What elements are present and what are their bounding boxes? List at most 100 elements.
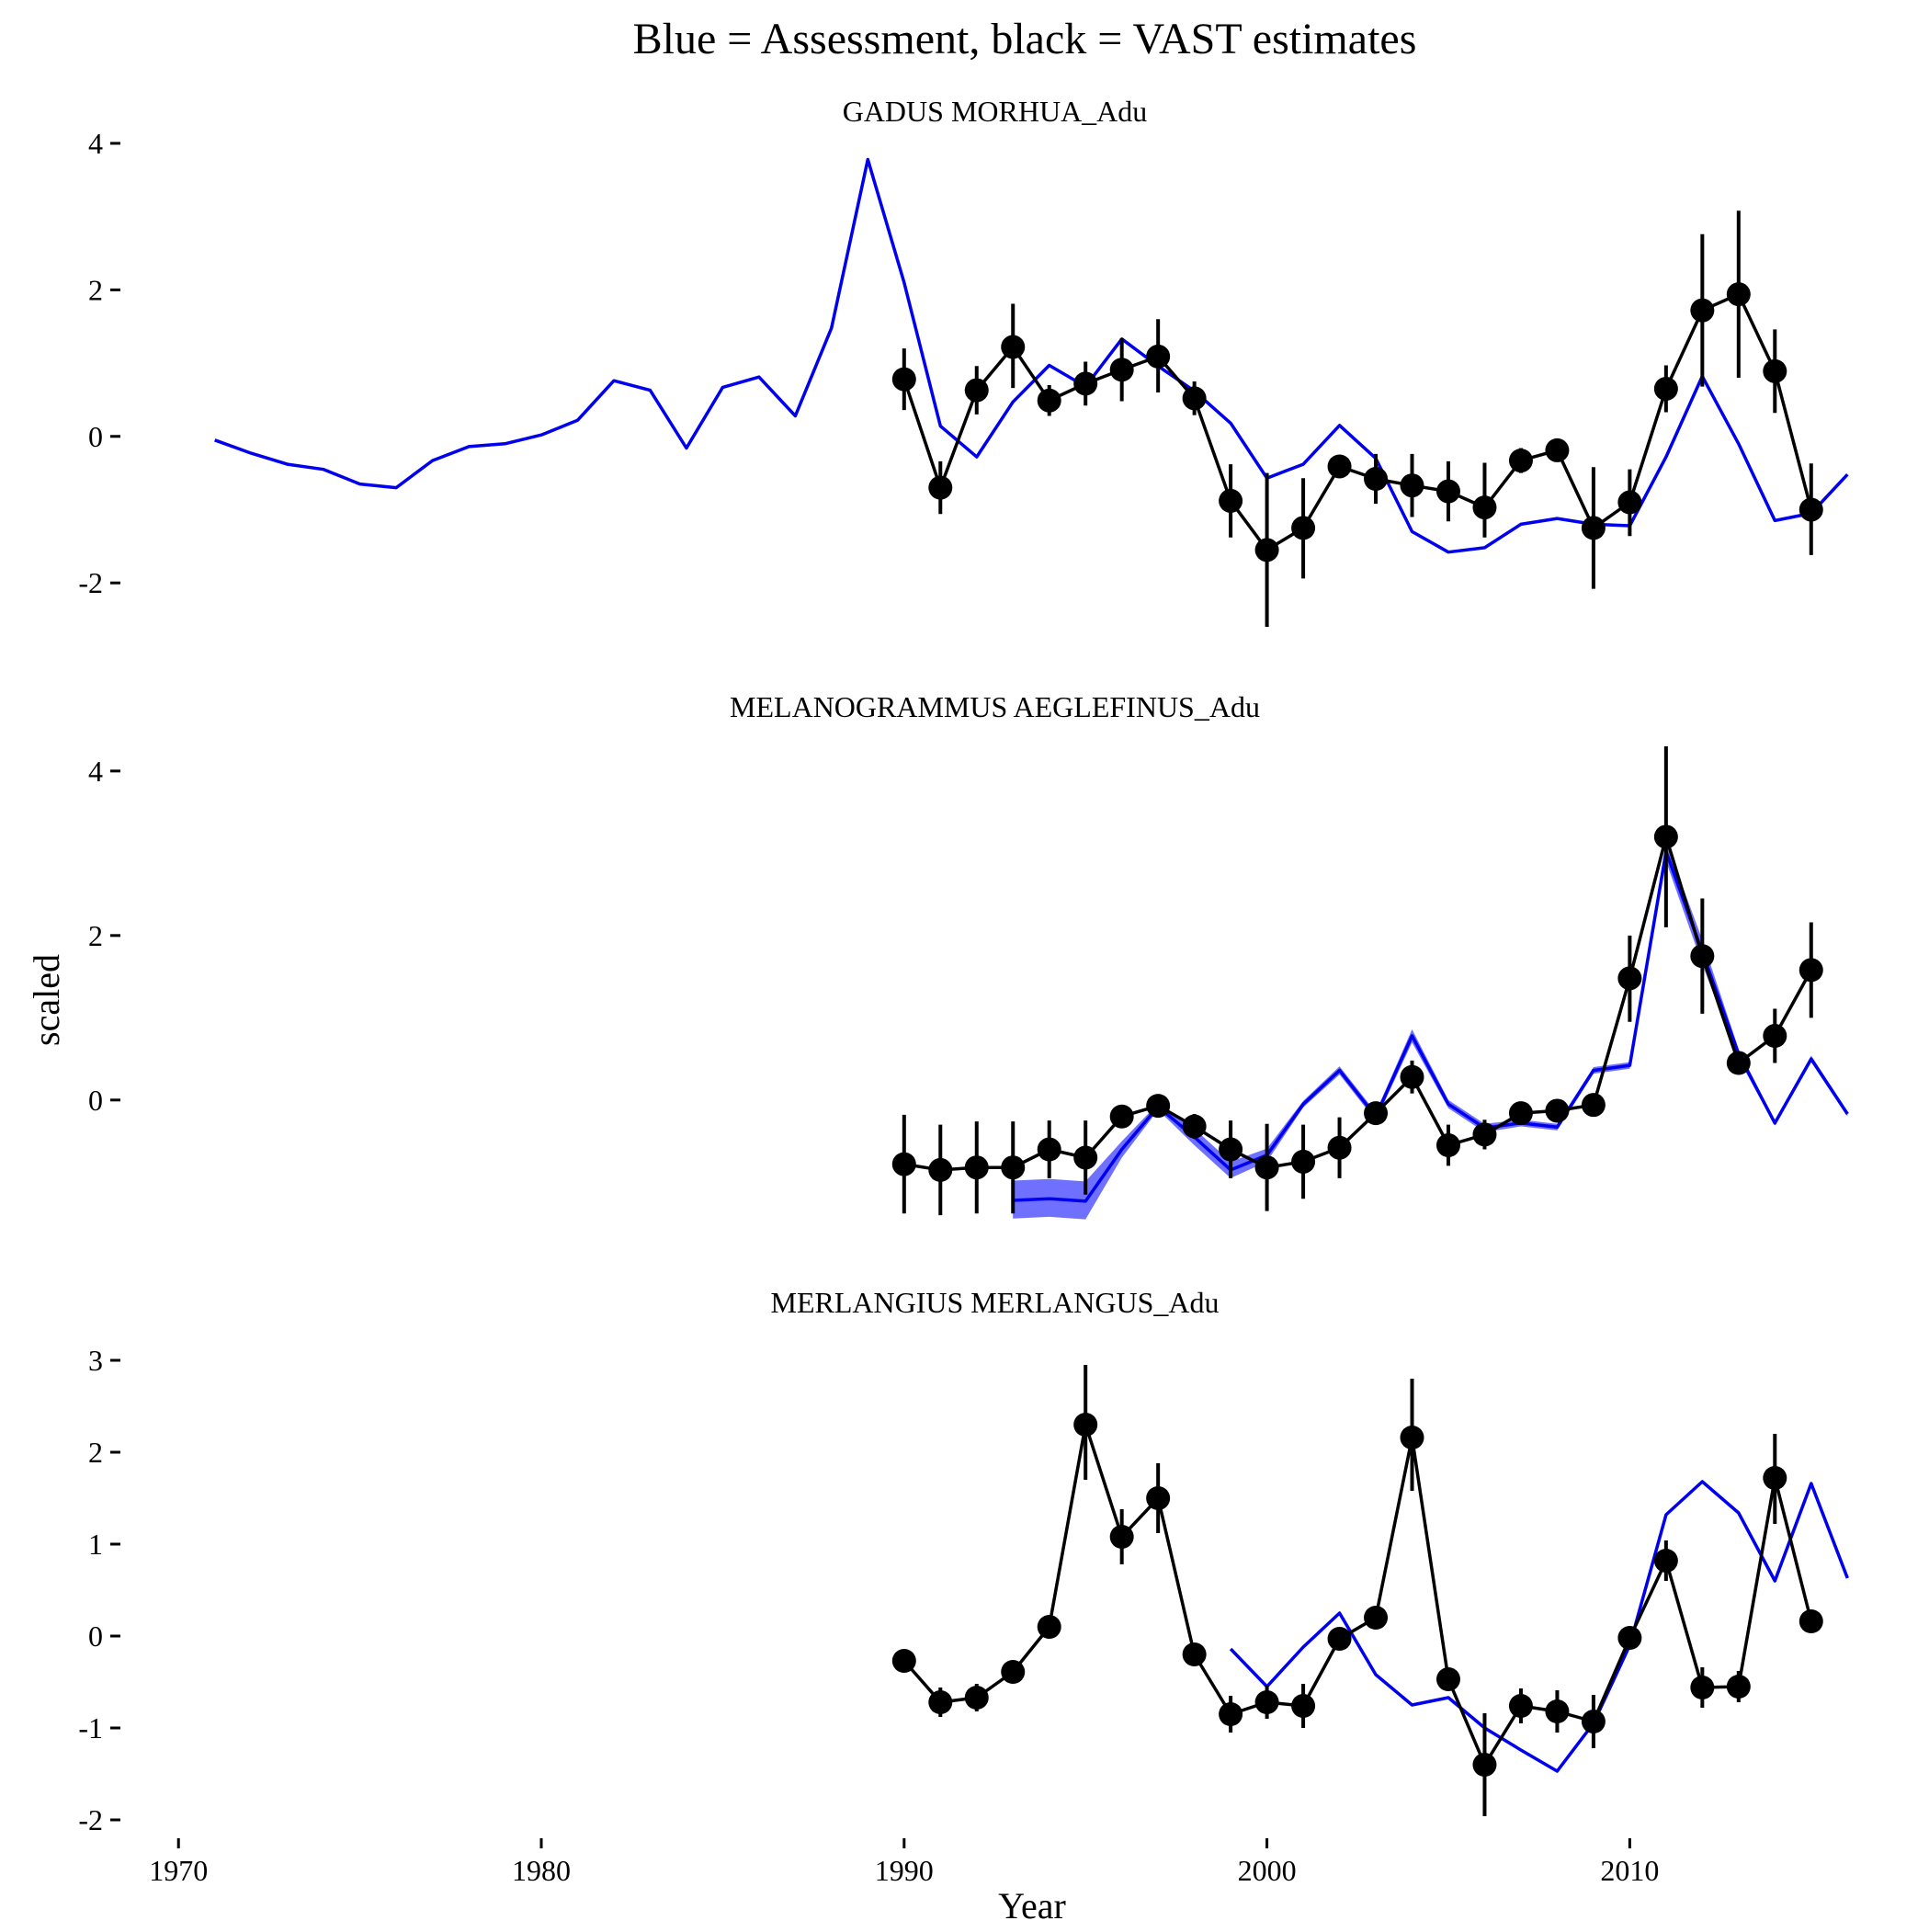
vast-point: [1617, 966, 1642, 991]
vast-point: [1763, 1466, 1787, 1490]
assessment-line: [1229, 1480, 1849, 1773]
vast-point: [1327, 1135, 1352, 1160]
vast-point: [964, 1686, 989, 1710]
vast-point: [1763, 1024, 1787, 1049]
vast-point: [1327, 1627, 1352, 1651]
assessment-line: [214, 157, 1849, 554]
y-tick-label: 2: [88, 1436, 103, 1469]
assessment-series: [1229, 1480, 1849, 1773]
vast-point: [1364, 1606, 1389, 1630]
y-tick-label: 0: [88, 1084, 103, 1117]
vast-point: [1799, 1609, 1823, 1633]
vast-point: [1146, 344, 1171, 369]
vast-point: [1435, 1133, 1460, 1158]
assessment-series: [1013, 841, 1849, 1220]
vast-point: [1146, 1486, 1171, 1510]
x-tick-label: 2010: [1600, 1854, 1659, 1887]
vast-point: [928, 1690, 953, 1714]
vast-point: [1400, 1426, 1424, 1449]
panel-2: MELANOGRAMMUS AEGLEFINUS_Adu 0 2 4: [88, 690, 1849, 1220]
y-axis: -2 0 2 4: [78, 127, 120, 599]
vast-point: [1219, 1702, 1243, 1726]
vast-point: [1073, 1145, 1098, 1170]
y-tick-label: 1: [88, 1528, 103, 1561]
vast-series: [891, 746, 1823, 1216]
panel-title: MELANOGRAMMUS AEGLEFINUS_Adu: [730, 690, 1260, 723]
vast-point: [1726, 1675, 1751, 1699]
vast-point: [1146, 1094, 1171, 1119]
vast-point: [1400, 473, 1424, 498]
vast-point: [1690, 298, 1715, 323]
vast-point: [1291, 516, 1316, 540]
x-axis: 1970 1980 1990 2000 2010: [149, 1838, 1659, 1887]
panel-title: GADUS MORHUA_Adu: [843, 95, 1148, 128]
vast-point: [1653, 1549, 1678, 1573]
x-axis-title: Year: [998, 1885, 1066, 1926]
vast-point: [1001, 1660, 1026, 1684]
vast-point: [1617, 1626, 1642, 1650]
vast-point: [928, 475, 953, 500]
vast-point: [1109, 1104, 1134, 1129]
vast-point: [1182, 386, 1207, 411]
vast-point: [1581, 1710, 1606, 1733]
vast-point: [1400, 1064, 1424, 1089]
vast-point: [1726, 282, 1751, 307]
vast-point: [1073, 371, 1098, 396]
vast-line: [902, 292, 1813, 552]
vast-point: [928, 1157, 953, 1182]
vast-point: [1254, 538, 1279, 563]
vast-point: [1219, 1137, 1243, 1162]
vast-point: [891, 1152, 916, 1176]
vast-point: [1073, 1413, 1098, 1437]
vast-point: [1001, 1155, 1026, 1180]
vast-point: [1508, 1101, 1533, 1126]
y-axis: -2 -1 0 1 2 3: [78, 1344, 120, 1836]
vast-point: [1653, 376, 1678, 401]
vast-point: [1581, 516, 1606, 540]
vast-point: [1327, 454, 1352, 479]
vast-point: [1291, 1149, 1316, 1174]
vast-point: [891, 367, 916, 392]
vast-point: [964, 378, 989, 403]
assessment-band: [1013, 841, 1848, 1220]
vast-point: [1690, 944, 1715, 969]
vast-point: [1545, 1699, 1570, 1723]
y-tick-label: -1: [78, 1711, 103, 1744]
vast-series: [891, 1365, 1823, 1816]
y-tick-label: 3: [88, 1344, 103, 1377]
y-tick-label: 4: [88, 755, 103, 788]
vast-point: [1690, 1676, 1715, 1699]
vast-point: [1545, 1098, 1570, 1123]
vast-point: [1545, 438, 1570, 462]
vast-point: [1508, 1694, 1533, 1718]
vast-point: [1508, 449, 1533, 473]
y-tick-label: -2: [78, 1803, 103, 1836]
vast-point: [1291, 1694, 1316, 1718]
vast-point: [891, 1649, 916, 1673]
panel-3: MERLANGIUS MERLANGUS_Adu -2 -1 0 1 2 3: [78, 1286, 1849, 1836]
y-tick-label: 4: [88, 127, 103, 160]
x-tick-label: 1970: [149, 1854, 208, 1887]
vast-point: [1109, 358, 1134, 382]
x-tick-label: 1990: [875, 1854, 934, 1887]
vast-point: [1617, 490, 1642, 515]
y-axis: 0 2 4: [88, 755, 120, 1117]
vast-point: [1182, 1642, 1207, 1666]
y-tick-label: 0: [88, 1619, 103, 1653]
vast-point: [1109, 1525, 1134, 1549]
vast-point: [1001, 335, 1026, 359]
panel-1: GADUS MORHUA_Adu -2 0 2 4: [78, 95, 1849, 628]
vast-point: [1653, 824, 1678, 849]
vast-point: [1435, 1667, 1460, 1691]
assessment-line: [1013, 849, 1849, 1203]
vast-point: [1472, 1122, 1497, 1147]
y-axis-title: scaled: [26, 954, 67, 1046]
vast-point: [1254, 1155, 1279, 1180]
y-tick-label: 0: [88, 420, 103, 453]
vast-point: [1472, 495, 1497, 520]
chart-title: Blue = Assessment, black = VAST estimate…: [633, 15, 1417, 63]
vast-point: [1182, 1114, 1207, 1139]
x-tick-label: 1980: [512, 1854, 571, 1887]
